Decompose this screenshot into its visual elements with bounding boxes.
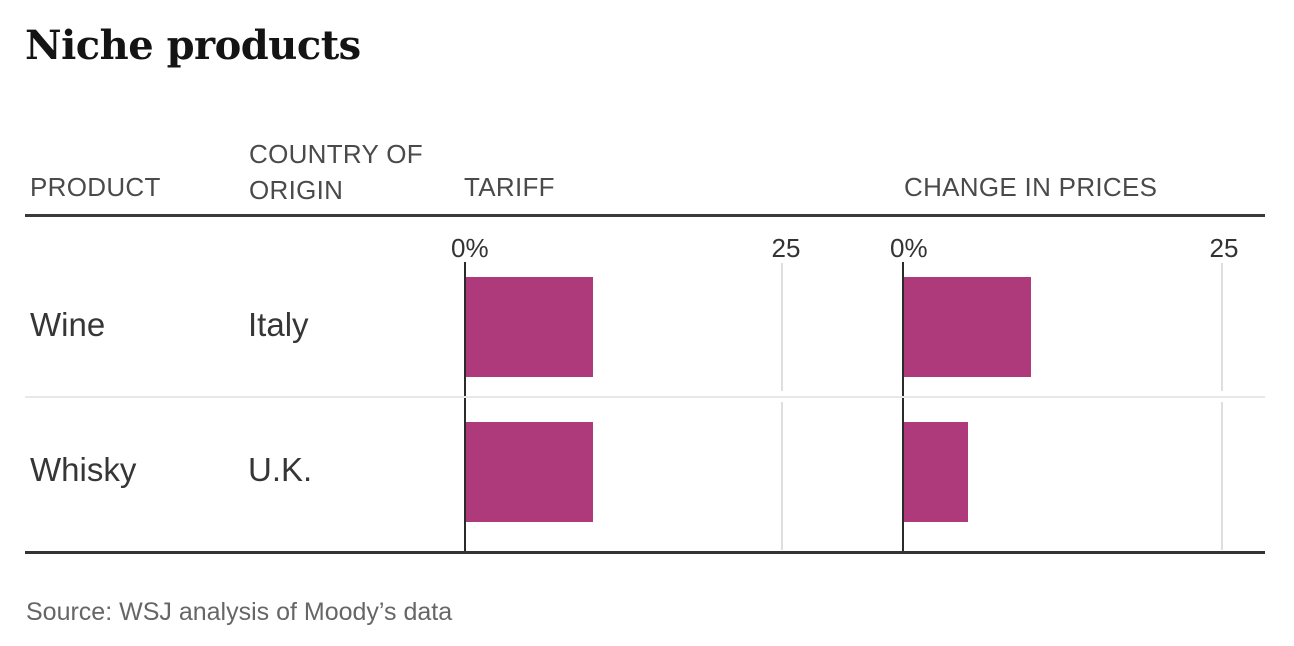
tariff-zero-axis-line: [464, 262, 466, 552]
tariff-25-gridline: [781, 263, 783, 391]
row-product-label: Whisky: [30, 451, 137, 488]
tariff-axis-max-label: 25: [771, 233, 801, 263]
change-25-gridline: [1221, 263, 1223, 391]
change-axis-max-label: 25: [1209, 233, 1239, 263]
tariff-axis-zero-label: 0%: [451, 233, 489, 263]
tariff-25-gridline: [781, 402, 783, 550]
header-rule: [25, 214, 1265, 217]
column-header-product: PRODUCT: [30, 172, 161, 202]
source-credit: Source: WSJ analysis of Moody’s data: [26, 598, 453, 626]
column-header-country: COUNTRY OF ORIGIN: [249, 139, 423, 205]
change-25-gridline: [1221, 402, 1223, 550]
change-axis-zero-label: 0%: [890, 233, 928, 263]
column-header-tariff: TARIFF: [464, 172, 555, 202]
page-title: Niche products: [25, 22, 361, 69]
bar-whisky-change: [904, 422, 968, 522]
column-header-change-in-prices: CHANGE IN PRICES: [904, 172, 1158, 202]
bar-wine-tariff: [466, 277, 593, 377]
row-country-label: Italy: [248, 306, 309, 343]
change-zero-axis-line: [902, 262, 904, 552]
row-divider: [25, 396, 1265, 398]
row-product-label: Wine: [30, 306, 106, 343]
bar-wine-change: [904, 277, 1031, 377]
row-country-label: U.K.: [248, 451, 313, 488]
bottom-rule: [25, 551, 1265, 554]
bar-whisky-tariff: [466, 422, 593, 522]
